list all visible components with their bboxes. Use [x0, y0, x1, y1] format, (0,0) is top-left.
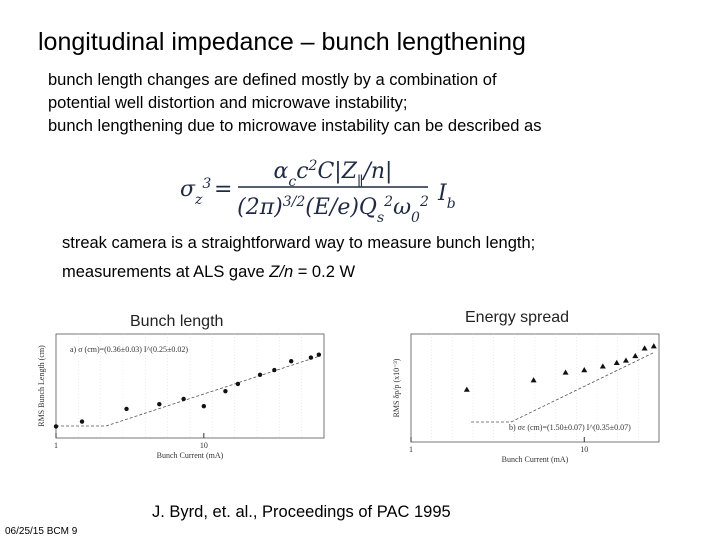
- equation-token: σ: [180, 177, 196, 202]
- equation: σz3 =αcc2C|Z∥/n|(2π)3/2(E/e)Qs2ω02 Ib: [180, 158, 456, 226]
- data-point: [316, 352, 322, 357]
- text: measurements at ALS gave: [62, 263, 269, 281]
- equation-token: c: [296, 159, 308, 184]
- equation-token: α: [274, 159, 289, 184]
- data-point: [463, 386, 470, 392]
- x-tick-label: 1: [409, 445, 413, 454]
- equation-token: /n|: [361, 159, 392, 184]
- equation-part: Ib: [437, 181, 456, 212]
- y-axis-label: RMS Bunch Length (cm): [37, 345, 46, 427]
- intro-line: bunch length changes are defined mostly …: [48, 71, 497, 89]
- data-point: [53, 424, 59, 429]
- measurement-line: measurements at ALS gave Z/n = 0.2 W: [62, 263, 355, 281]
- data-point: [562, 369, 569, 375]
- equation-token: C|Z: [317, 159, 357, 184]
- equation-token: 2: [419, 194, 429, 210]
- equation-token: (E/e)Q: [305, 195, 377, 220]
- x-tick-label: 10: [580, 445, 588, 454]
- data-point: [581, 366, 588, 373]
- equation-token: (2π): [237, 195, 283, 220]
- plot-title: Bunch length: [130, 313, 223, 330]
- data-point: [157, 401, 162, 407]
- data-point: [289, 359, 294, 364]
- x-tick-label: 1: [54, 441, 58, 450]
- data-point: [613, 359, 620, 365]
- intro-line: bunch lengthening due to microwave insta…: [48, 117, 541, 135]
- slide-title: longitudinal impedance – bunch lengtheni…: [38, 28, 526, 56]
- equation-token: ∥: [357, 174, 363, 190]
- x-tick-label: 10: [200, 441, 208, 450]
- x-axis-label: Bunch Current (mA): [157, 451, 224, 460]
- equation-token: 3: [202, 176, 211, 192]
- data-point: [181, 396, 186, 402]
- plot-title: Energy spread: [465, 309, 569, 326]
- fit-line: [56, 355, 321, 427]
- data-point: [308, 355, 314, 360]
- equation-token: 2: [308, 158, 318, 174]
- data-point: [272, 367, 277, 373]
- plot-annotation: a) σ (cm)=(0.36±0.03) I^(0.25±0.02): [70, 345, 188, 354]
- equation-token: 2: [383, 194, 393, 210]
- data-point: [622, 357, 629, 363]
- text: = 0.2 W: [293, 263, 355, 281]
- data-point: [530, 377, 537, 383]
- citation: J. Byrd, et. al., Proceedings of PAC 199…: [152, 503, 451, 521]
- intro-line: potential well distortion and microwave …: [48, 94, 408, 112]
- footer: 06/25/15 BCM 9: [5, 526, 78, 537]
- equation-token: ω: [393, 195, 411, 220]
- data-point: [632, 352, 639, 359]
- data-point: [599, 363, 606, 369]
- equation-token: b: [447, 196, 456, 212]
- data-point: [79, 419, 85, 424]
- streak-line: streak camera is a straightforward way t…: [62, 234, 535, 252]
- equation-part: (2π)3/2(E/e)Qs2ω02: [237, 194, 429, 226]
- data-point: [223, 388, 228, 394]
- plot-annotation: b) σε (cm)=(1.50±0.07) I^(0.35±0.07): [509, 423, 631, 432]
- equation-token: z: [194, 192, 203, 208]
- equation-token: c: [288, 174, 296, 190]
- plot: Energy spread 1 10 Bunch Current (mA) RMS δp…: [392, 309, 660, 464]
- data-point: [650, 343, 657, 349]
- fit-line: [471, 351, 656, 423]
- equation-part: αcc2C|Z∥/n|: [274, 158, 393, 190]
- data-point: [641, 345, 648, 351]
- data-point: [124, 406, 129, 412]
- equation-token: 0: [411, 210, 420, 226]
- equation-part: σz3: [180, 176, 211, 208]
- equation-token: I: [437, 181, 448, 206]
- equation-token: s: [377, 210, 384, 226]
- x-axis-label: Bunch Current (mA): [502, 455, 569, 464]
- data-point: [235, 381, 241, 387]
- equation-equals: =: [214, 177, 232, 202]
- data-point: [257, 372, 263, 377]
- text: Z/n: [268, 263, 293, 281]
- y-axis-label: RMS δp/p (x10⁻³): [392, 358, 401, 417]
- data-point: [201, 403, 207, 409]
- equation-token: 3/2: [283, 194, 306, 210]
